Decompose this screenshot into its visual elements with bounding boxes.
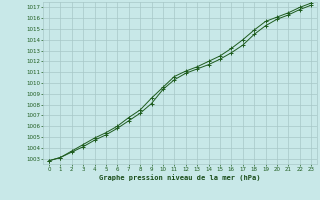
X-axis label: Graphe pression niveau de la mer (hPa): Graphe pression niveau de la mer (hPa) [99, 175, 261, 181]
